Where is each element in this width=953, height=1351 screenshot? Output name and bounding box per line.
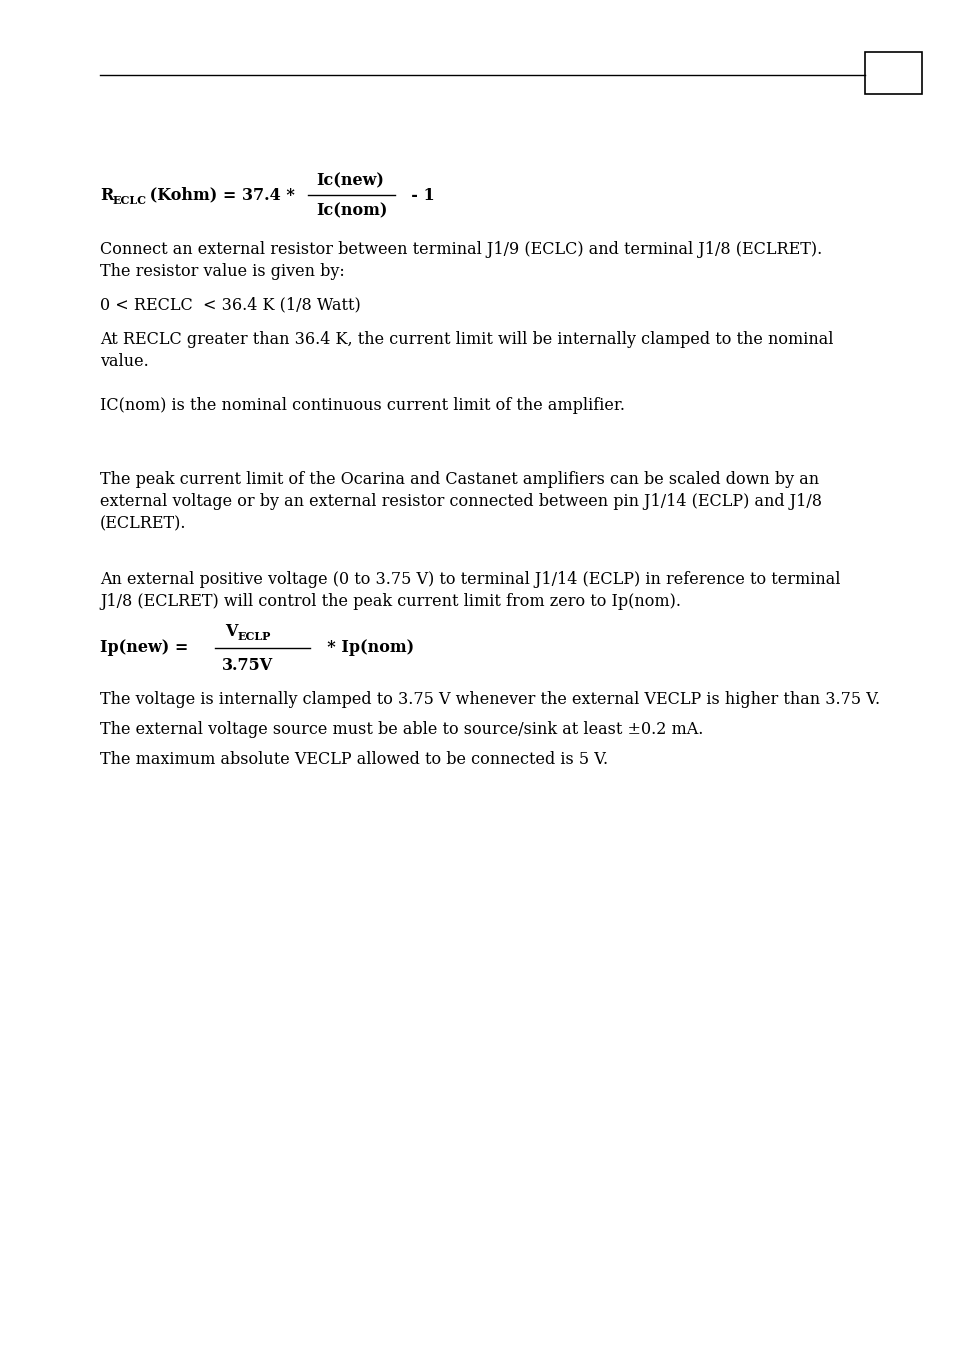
Text: The maximum absolute VECLP allowed to be connected is 5 V.: The maximum absolute VECLP allowed to be… [100, 751, 607, 769]
Text: J1/8 (ECLRET) will control the peak current limit from zero to Ip(nom).: J1/8 (ECLRET) will control the peak curr… [100, 593, 680, 611]
Text: - 1: - 1 [399, 186, 435, 204]
Bar [864, 51, 921, 95]
Text: (ECLRET).: (ECLRET). [100, 516, 186, 532]
Text: At RECLC greater than 36.4 K, the current limit will be internally clamped to th: At RECLC greater than 36.4 K, the curren… [100, 331, 833, 349]
Text: ECLP: ECLP [237, 631, 271, 643]
Text: ECLC: ECLC [112, 195, 147, 205]
Text: IC(nom) is the nominal continuous current limit of the amplifier.: IC(nom) is the nominal continuous curren… [100, 396, 624, 413]
Text: The external voltage source must be able to source/sink at least ±0.2 mA.: The external voltage source must be able… [100, 721, 702, 739]
Text: An external positive voltage (0 to 3.75 V) to terminal J1/14 (ECLP) in reference: An external positive voltage (0 to 3.75 … [100, 571, 840, 589]
Text: external voltage or by an external resistor connected between pin J1/14 (ECLP) a: external voltage or by an external resis… [100, 493, 821, 511]
Text: The peak current limit of the Ocarina and Castanet amplifiers can be scaled down: The peak current limit of the Ocarina an… [100, 471, 819, 489]
Text: The voltage is internally clamped to 3.75 V whenever the external VECLP is highe: The voltage is internally clamped to 3.7… [100, 692, 880, 708]
Text: Ip(new) =: Ip(new) = [100, 639, 193, 657]
Text: 3.75V: 3.75V [222, 658, 273, 674]
Text: (Kohm) = 37.4 *: (Kohm) = 37.4 * [144, 186, 294, 204]
Text: Ic(nom): Ic(nom) [315, 203, 387, 219]
Text: 0 < RECLC  < 36.4 K (1/8 Watt): 0 < RECLC < 36.4 K (1/8 Watt) [100, 296, 360, 313]
Text: R: R [100, 186, 113, 204]
Text: V: V [225, 624, 237, 640]
Text: * Ip(nom): * Ip(nom) [315, 639, 414, 657]
Text: Ic(new): Ic(new) [315, 173, 383, 189]
Text: Connect an external resistor between terminal J1/9 (ECLC) and terminal J1/8 (ECL: Connect an external resistor between ter… [100, 242, 821, 258]
Text: The resistor value is given by:: The resistor value is given by: [100, 263, 344, 281]
Text: value.: value. [100, 354, 149, 370]
